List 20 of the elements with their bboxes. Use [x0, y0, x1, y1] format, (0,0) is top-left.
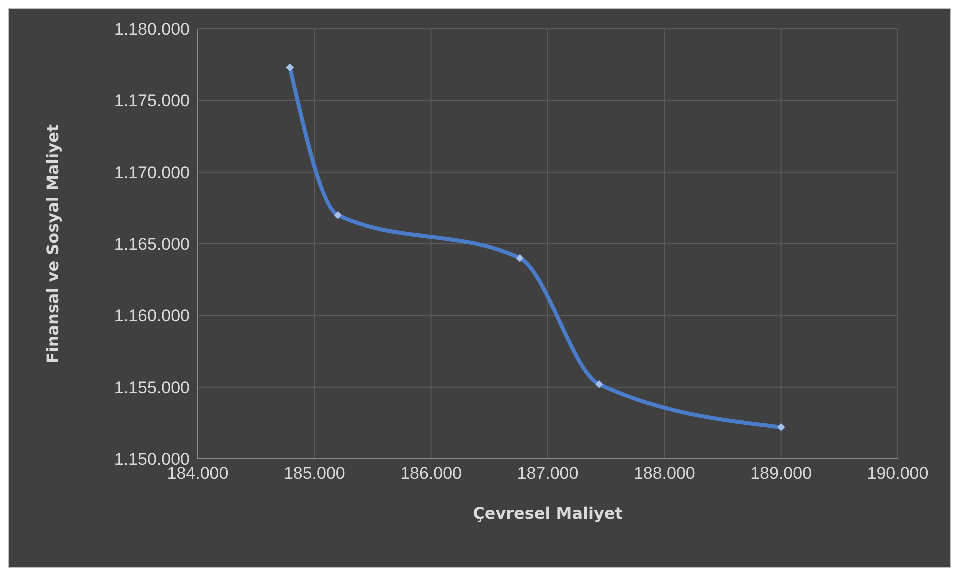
- y-tick-label: 1.175.000: [114, 92, 190, 111]
- y-axis-title: Finansal ve Sosyal Maliyet: [44, 124, 63, 364]
- x-tick-label: 185.000: [284, 464, 346, 484]
- x-tick-label: 184.000: [167, 464, 229, 484]
- y-tick-label: 1.155.000: [114, 378, 190, 398]
- y-tick-label: 1.160.000: [114, 306, 190, 326]
- x-tick-label: 187.000: [517, 464, 579, 484]
- point: [334, 211, 342, 220]
- point: [286, 63, 294, 72]
- y-tick-label: 1.180.000: [114, 20, 190, 40]
- x-tick-label: 186.000: [400, 464, 462, 484]
- point: [595, 380, 604, 389]
- y-tick-label: 1.165.000: [114, 235, 190, 254]
- x-tick-label: 188.000: [634, 464, 696, 484]
- point: [777, 423, 786, 432]
- x-axis-title: Çevresel Maliyet: [473, 504, 624, 523]
- x-tick-label: 189.000: [750, 464, 812, 484]
- x-tick-label: 190.000: [867, 464, 929, 484]
- point: [516, 254, 524, 263]
- y-tick-label: 1.170.000: [114, 163, 190, 182]
